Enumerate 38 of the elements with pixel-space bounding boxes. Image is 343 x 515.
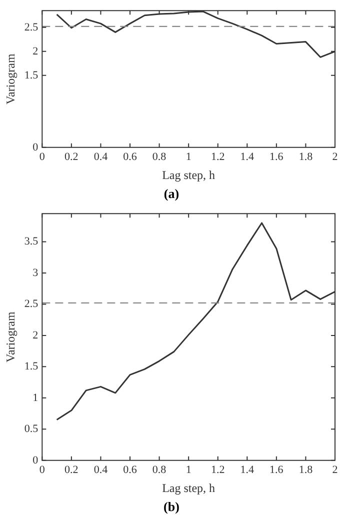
x-tick-label: 1.6	[270, 464, 284, 476]
y-axis-title: Variogram	[3, 311, 18, 362]
x-tick-label: 0.8	[152, 150, 167, 163]
y-tick-label: 2	[32, 45, 38, 58]
y-tick-label: 3	[32, 266, 39, 279]
y-tick-label: 2.5	[24, 21, 39, 34]
x-tick-label: 1.4	[240, 464, 255, 476]
y-tick-label: 0	[32, 141, 39, 154]
y-tick-label: 2	[32, 329, 38, 342]
x-tick-label: 1.2	[210, 150, 225, 163]
y-tick-label: 0	[32, 454, 39, 466]
x-tick-label: 1	[186, 150, 192, 163]
x-tick-label: 0.6	[123, 150, 138, 163]
x-tick-label: 1.8	[298, 150, 314, 163]
x-tick-label: 0.2	[64, 150, 78, 163]
x-axis-title: Lag step, h	[162, 480, 216, 495]
x-tick-label: 2	[332, 464, 338, 476]
y-tick-label: 3.5	[24, 236, 39, 248]
x-tick-label: 1	[186, 464, 192, 476]
x-tick-label: 0.4	[94, 464, 108, 476]
y-tick-label: 0.5	[24, 423, 39, 436]
y-axis-title: Variogram	[3, 53, 18, 104]
x-tick-label: 0.2	[64, 464, 78, 476]
y-tick-label: 1.5	[24, 360, 39, 373]
x-tick-label: 0.4	[94, 150, 108, 163]
y-tick-label: 1	[32, 392, 38, 404]
x-tick-label: 1.2	[210, 464, 225, 476]
y-tick-label: 2.5	[24, 298, 39, 310]
x-tick-label: 1.8	[298, 464, 314, 476]
x-tick-label: 1.6	[270, 150, 284, 163]
x-tick-label: 0.8	[152, 464, 167, 476]
x-tick-label: 0.6	[123, 464, 138, 476]
text: (a)	[162, 185, 180, 203]
text: (b)	[162, 498, 180, 515]
y-tick-label: 1.5	[24, 69, 39, 82]
x-tick-label: 1.4	[240, 150, 255, 163]
x-tick-label: 2	[332, 150, 338, 163]
x-axis-title: Lag step, h	[162, 168, 216, 182]
